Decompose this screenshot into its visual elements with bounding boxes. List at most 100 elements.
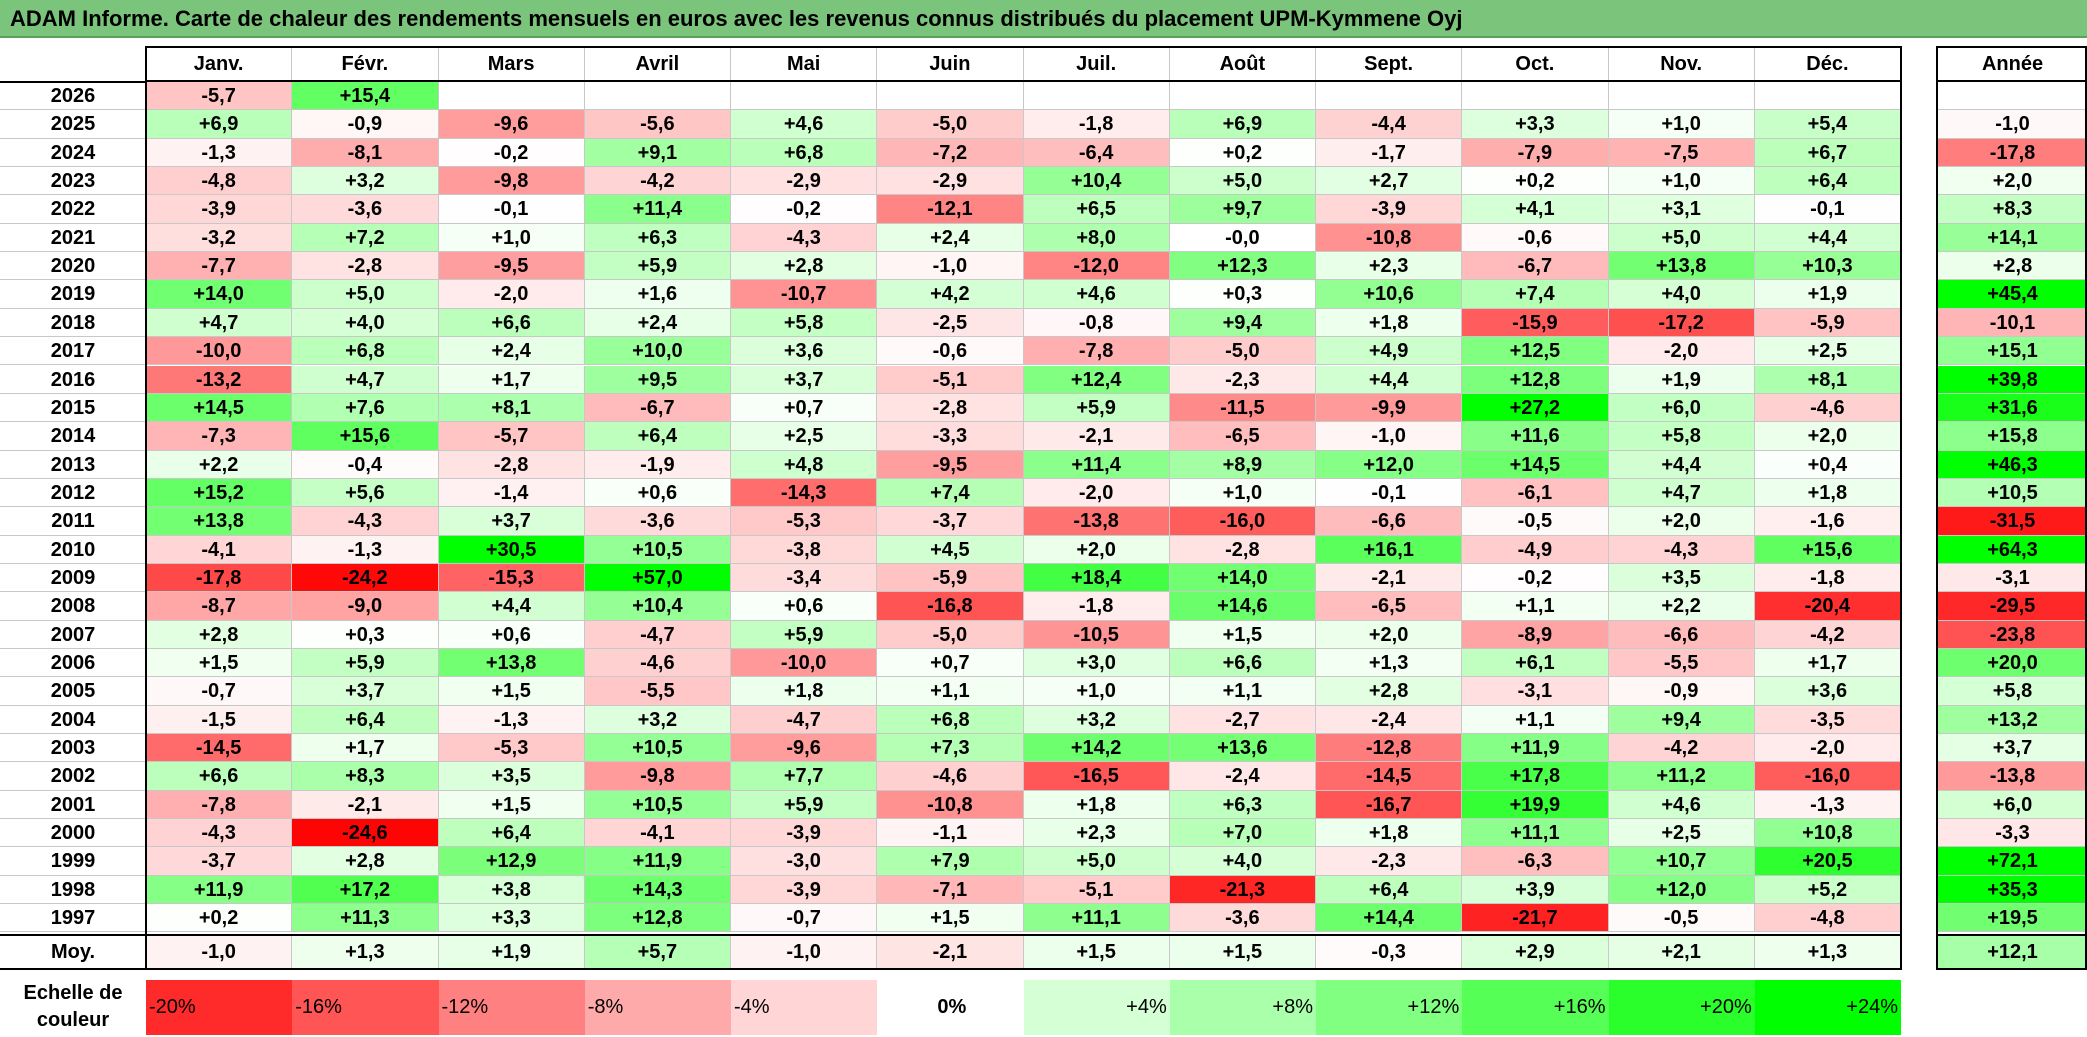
heatmap-cell: -0,9 [292, 110, 439, 139]
heatmap-cell: -3,3 [877, 422, 1024, 451]
year-label: 1999 [0, 847, 146, 876]
heatmap-cell: -5,0 [877, 620, 1024, 649]
heatmap-cell: -3,0 [731, 847, 878, 876]
heatmap-cell: -6,5 [1169, 422, 1316, 451]
heatmap-cell: -13,2 [146, 365, 293, 394]
average-cell: -1,0 [731, 936, 878, 968]
heatmap-cell: -2,7 [1169, 705, 1316, 735]
heatmap-cell: +6,8 [877, 705, 1024, 735]
heatmap-cell: -10,0 [731, 649, 878, 678]
heatmap-cell: +1,0 [438, 223, 585, 253]
heatmap-cell: +19,9 [1462, 790, 1609, 820]
annual-cell: +15,1 [1938, 337, 2087, 366]
color-scale-swatch: -20% [146, 980, 293, 1035]
heatmap-cell: -2,4 [1316, 705, 1463, 735]
color-scale-swatch: -4% [731, 980, 878, 1035]
heatmap-cell: +4,6 [1023, 280, 1170, 309]
heatmap-cell: +7,6 [292, 393, 439, 423]
heatmap-cell: +14,3 [584, 875, 731, 905]
annual-cell: +10,5 [1938, 478, 2087, 508]
heatmap-cell: +11,2 [1608, 762, 1755, 791]
month-header: Mars [439, 48, 585, 81]
heatmap-cell: -5,1 [877, 365, 1024, 394]
heatmap-cell: +4,7 [1608, 478, 1755, 508]
average-cell: -2,1 [877, 936, 1024, 968]
heatmap-cell [438, 82, 585, 111]
heatmap-cell: -17,2 [1608, 308, 1755, 338]
month-header: Déc. [1755, 48, 1901, 81]
heatmap-cell: -1,0 [1316, 422, 1463, 451]
heatmap-cell: -4,2 [1608, 734, 1755, 763]
heatmap-cell: +10,6 [1316, 280, 1463, 309]
heatmap-cell: +6,6 [438, 308, 585, 338]
heatmap-cell: +1,5 [438, 677, 585, 706]
average-cell: -0,3 [1316, 936, 1463, 968]
average-cell: +5,7 [584, 936, 731, 968]
year-label: 1997 [0, 904, 146, 933]
color-scale-swatch: -16% [292, 980, 439, 1035]
heatmap-cell: +12,3 [1169, 252, 1316, 281]
heatmap-cell: +0,2 [1462, 167, 1609, 196]
heatmap-cell: -1,0 [877, 252, 1024, 281]
heatmap-cell: +4,1 [1462, 195, 1609, 224]
annual-cell: -23,8 [1938, 620, 2087, 649]
heatmap-cell: +11,1 [1462, 819, 1609, 848]
heatmap-cell: -2,0 [1608, 337, 1755, 366]
heatmap-cell: +14,5 [146, 393, 293, 423]
year-label: 2015 [0, 394, 146, 423]
heatmap-cell: +14,4 [1316, 904, 1463, 933]
heatmap-cell: -6,1 [1462, 478, 1609, 508]
heatmap-cell: -0,1 [1316, 478, 1463, 508]
heatmap-cell: +6,3 [584, 223, 731, 253]
heatmap-cell: +3,7 [292, 677, 439, 706]
heatmap-cell: -4,2 [584, 167, 731, 196]
heatmap-cell: +14,5 [1462, 450, 1609, 479]
heatmap-cell: +8,3 [292, 762, 439, 791]
year-label: 2017 [0, 337, 146, 366]
annual-cell: +6,0 [1938, 790, 2087, 820]
heatmap-cell: +0,2 [1169, 138, 1316, 168]
heatmap-cell: -3,9 [731, 819, 878, 848]
average-cell: +1,9 [438, 936, 585, 968]
heatmap-cell: -1,3 [438, 705, 585, 735]
heatmap-cell: +3,9 [1462, 875, 1609, 905]
heatmap-cell: -0,1 [1754, 195, 1901, 224]
heatmap-cell: +11,9 [1462, 734, 1609, 763]
heatmap-cell: -8,9 [1462, 620, 1609, 649]
heatmap-cell: +2,0 [1023, 535, 1170, 564]
heatmap-cell: -12,8 [1316, 734, 1463, 763]
heatmap-cell: -0,8 [1023, 308, 1170, 338]
annual-header: Année [1981, 53, 2044, 75]
heatmap-cell: -4,3 [292, 507, 439, 536]
heatmap-cell: +3,2 [1023, 705, 1170, 735]
heatmap-cell: +12,0 [1608, 875, 1755, 905]
heatmap-cell: -10,8 [1316, 223, 1463, 253]
heatmap-cell: +27,2 [1462, 393, 1609, 423]
heatmap-cell: +6,7 [1754, 138, 1901, 168]
year-label: 2020 [0, 252, 146, 281]
heatmap-cell: +5,9 [1023, 393, 1170, 423]
heatmap-cell: +7,0 [1169, 819, 1316, 848]
annual-cell: -10,1 [1938, 308, 2087, 338]
heatmap-cell: -0,1 [438, 195, 585, 224]
heatmap-cell: +12,5 [1462, 337, 1609, 366]
annual-cell: -3,1 [1938, 563, 2087, 593]
annual-cell: +14,1 [1938, 223, 2087, 253]
heatmap-cell: +1,0 [1608, 110, 1755, 139]
heatmap-cell: +1,0 [1023, 677, 1170, 706]
heatmap-cell [731, 82, 878, 111]
annual-cell: +20,0 [1938, 649, 2087, 678]
heatmap-cell: -3,7 [146, 847, 293, 876]
heatmap-cell: -5,5 [1608, 649, 1755, 678]
month-header: Avril [585, 48, 731, 81]
heatmap-cell: +15,6 [292, 422, 439, 451]
heatmap-cell: +6,9 [146, 110, 293, 139]
average-cell: +1,5 [1023, 936, 1170, 968]
heatmap-cell: -7,8 [1023, 337, 1170, 366]
heatmap-cell: +14,2 [1023, 734, 1170, 763]
heatmap-cell: +6,8 [292, 337, 439, 366]
heatmap-cell: -3,6 [1169, 904, 1316, 933]
heatmap-cell: +2,8 [731, 252, 878, 281]
heatmap-cell: -1,5 [146, 705, 293, 735]
heatmap-cell: +3,0 [1023, 649, 1170, 678]
